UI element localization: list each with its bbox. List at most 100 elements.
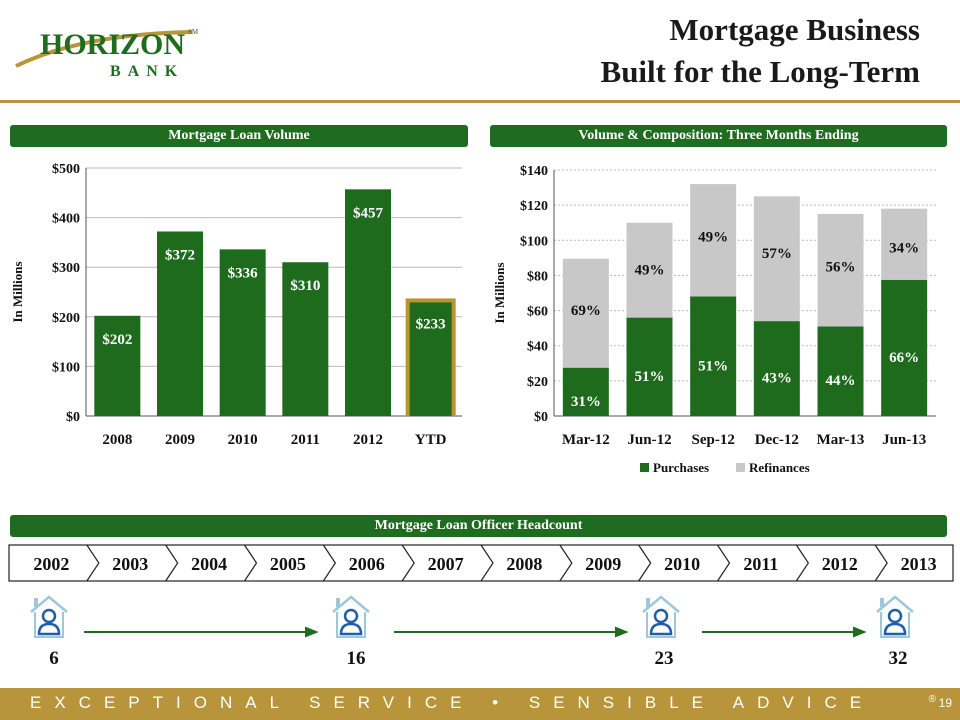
timeline-chevron	[874, 544, 888, 582]
bar-data-label: $336	[228, 265, 259, 281]
legend-label-refinances: Refinances	[749, 460, 810, 475]
bar-segment-refinances	[562, 258, 609, 368]
footer-band	[0, 688, 960, 720]
composition-section-title: Volume & Composition: Three Months Endin…	[490, 125, 947, 147]
x-tick-label: YTD	[415, 432, 447, 448]
x-tick-label: Jun-13	[882, 432, 926, 448]
arrow-head	[615, 626, 629, 638]
y-tick-label: $60	[527, 305, 548, 320]
x-tick-label: Dec-12	[755, 432, 799, 448]
house-person-icon	[876, 595, 914, 638]
y-tick-label: $100	[520, 234, 548, 249]
headcount-value: 16	[346, 648, 366, 669]
purchases-pct-label: 31%	[571, 394, 601, 410]
refinances-pct-label: 49%	[635, 262, 665, 278]
purchases-pct-label: 44%	[826, 373, 856, 389]
bar-segment-refinances	[626, 222, 673, 318]
bar-segment-purchases	[690, 296, 737, 416]
bar	[282, 262, 329, 416]
timeline-year: 2012	[822, 554, 858, 574]
house-person-icon	[30, 595, 68, 638]
headcount-section-title: Mortgage Loan Officer Headcount	[10, 515, 947, 537]
logo-sm-mark: SM	[188, 28, 199, 36]
timeline-year: 2003	[112, 554, 148, 574]
x-tick-label: 2012	[353, 432, 383, 448]
house-person-icon	[332, 595, 370, 638]
bar-segment-refinances	[817, 213, 864, 327]
y-tick-label: $300	[52, 261, 80, 276]
timeline-chevron	[795, 544, 810, 582]
bar-segment-refinances	[881, 208, 928, 280]
bar	[219, 249, 266, 416]
timeline-frame	[8, 544, 954, 582]
header-divider	[0, 100, 960, 103]
x-tick-label: Mar-13	[817, 432, 865, 448]
legend-label-purchases: Purchases	[653, 460, 709, 475]
timeline-year: 2009	[585, 554, 621, 574]
footer-tagline: EXCEPTIONAL SERVICE • SENSIBLE ADVICE	[30, 693, 875, 712]
page-title-line2: Built for the Long-Term	[600, 54, 920, 89]
y-tick-label: $120	[520, 199, 548, 214]
timeline-year: 2008	[506, 554, 542, 574]
purchases-pct-label: 66%	[889, 350, 919, 366]
refinances-pct-label: 34%	[889, 240, 919, 256]
timeline-year: 2011	[743, 554, 778, 574]
y-tick-label: $0	[66, 410, 80, 425]
timeline-year: 2002	[33, 554, 69, 574]
timeline-chevron	[638, 544, 652, 582]
composition-chart: $0 $20 $40 $60 $80 $100 $120 $140 In Millions 31%…	[492, 164, 936, 475]
legend: Purchases Refinances	[640, 460, 810, 475]
y-axis-label: In Millions	[492, 262, 507, 323]
bar-segment-purchases	[881, 279, 928, 416]
registered-mark: ®	[928, 694, 936, 705]
timeline-year: 2007	[428, 554, 464, 574]
timeline-year: 2006	[349, 554, 385, 574]
timeline-chevron	[86, 544, 100, 582]
page-number: 19	[938, 696, 952, 710]
arrow-head	[305, 626, 319, 638]
timeline-chevron	[480, 544, 494, 582]
y-axis-label: In Millions	[10, 261, 25, 322]
headcount-value: 6	[49, 648, 59, 669]
x-tick-label: 2011	[291, 432, 320, 448]
bar	[409, 302, 452, 416]
timeline-year: 2010	[664, 554, 700, 574]
bar-data-label: $310	[290, 278, 320, 294]
bar-segment-refinances	[690, 184, 737, 297]
loan-volume-chart: $0 $100 $200 $300 $400 $500 In Millions $202 200…	[10, 162, 462, 448]
arrow-head	[853, 626, 867, 638]
horizon-bank-logo: HORIZON SM BANK	[12, 14, 222, 84]
timeline-chevron	[401, 544, 415, 582]
purchases-pct-label: 43%	[762, 371, 792, 387]
bar-data-label: $457	[353, 205, 384, 221]
x-tick-label: 2009	[165, 432, 195, 448]
y-tick-label: $140	[520, 164, 548, 179]
headcount-value: 23	[654, 648, 674, 669]
logo-subword: BANK	[110, 63, 184, 80]
timeline-chevron	[559, 544, 573, 582]
logo-wordmark: HORIZON	[40, 28, 185, 61]
refinances-pct-label: 69%	[571, 303, 601, 319]
y-tick-label: $100	[52, 360, 80, 375]
timeline-chevron	[165, 544, 179, 582]
timeline-chevron	[322, 544, 337, 582]
y-tick-label: $80	[527, 269, 548, 284]
bar-segment-purchases	[626, 317, 673, 416]
bar-segment-refinances	[753, 196, 800, 322]
purchases-pct-label: 51%	[698, 358, 728, 374]
y-tick-label: $400	[52, 212, 80, 227]
timeline-year: 2005	[270, 554, 306, 574]
bar-segment-purchases	[817, 326, 864, 416]
x-tick-label: Mar-12	[562, 432, 610, 448]
timeline-chevron	[717, 544, 731, 582]
refinances-pct-label: 56%	[826, 259, 856, 275]
y-tick-label: $200	[52, 311, 80, 326]
y-tick-label: $500	[52, 162, 80, 177]
refinances-pct-label: 49%	[698, 230, 728, 246]
y-tick-label: $0	[534, 410, 548, 425]
x-tick-label: 2010	[228, 432, 258, 448]
x-tick-label: Jun-12	[627, 432, 671, 448]
timeline-year: 2004	[191, 554, 227, 574]
bar-data-label: $372	[165, 247, 195, 263]
legend-swatch-purchases	[640, 463, 649, 472]
